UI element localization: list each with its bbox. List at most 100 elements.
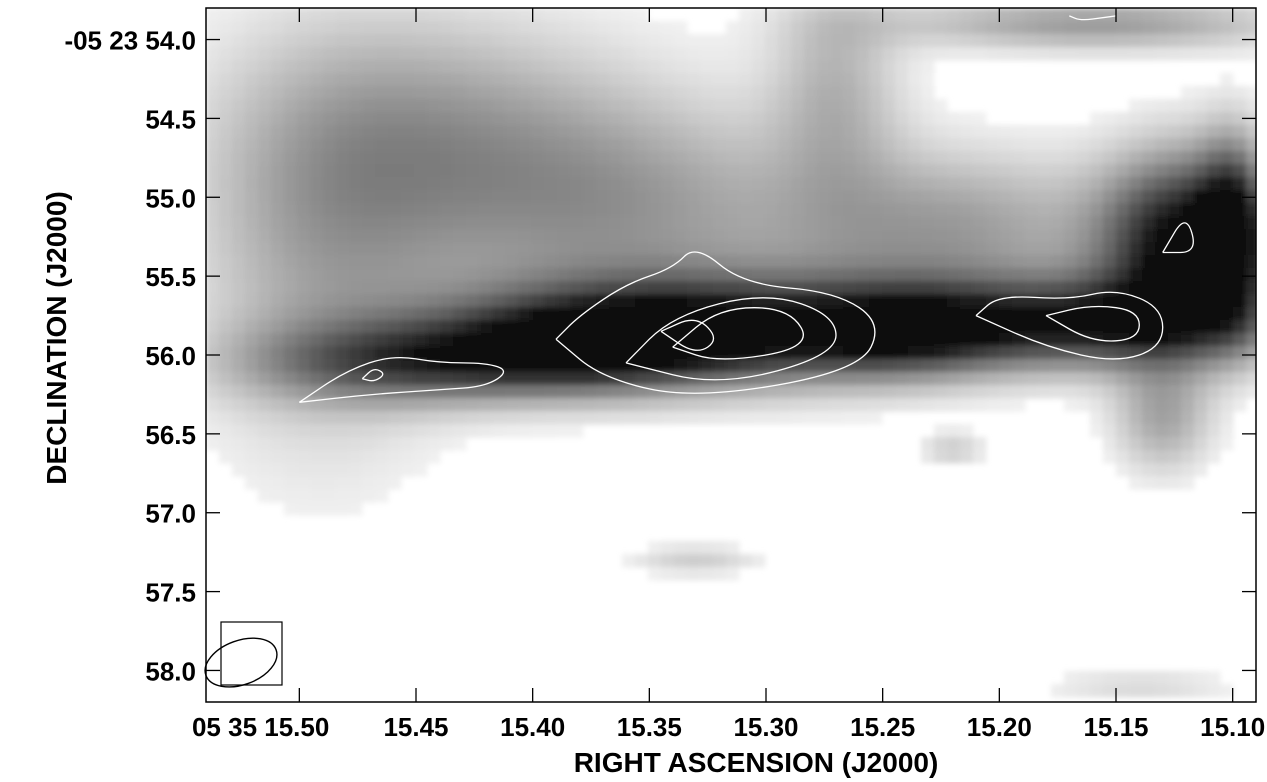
image-pixel [596, 216, 610, 230]
image-pixel [869, 242, 883, 256]
image-pixel [1220, 684, 1234, 698]
image-pixel [1077, 190, 1091, 204]
image-pixel [830, 47, 844, 61]
image-pixel [323, 203, 337, 217]
image-pixel [921, 164, 935, 178]
image-pixel [895, 86, 909, 100]
image-pixel [1181, 294, 1195, 308]
image-pixel [427, 411, 441, 425]
image-pixel [986, 333, 1000, 347]
image-pixel [531, 242, 545, 256]
image-pixel [414, 60, 428, 74]
image-pixel [492, 34, 506, 48]
image-pixel [284, 307, 298, 321]
image-pixel [843, 164, 857, 178]
image-pixel [1233, 320, 1247, 334]
image-pixel [1103, 450, 1117, 464]
image-pixel [206, 8, 220, 22]
image-pixel [1051, 294, 1065, 308]
image-pixel [544, 255, 558, 269]
image-pixel [1181, 463, 1195, 477]
image-pixel [375, 164, 389, 178]
image-pixel [1116, 47, 1130, 61]
image-pixel [206, 125, 220, 139]
image-pixel [908, 255, 922, 269]
image-pixel [518, 125, 532, 139]
image-pixel [674, 385, 688, 399]
image-pixel [921, 125, 935, 139]
image-pixel [1246, 320, 1256, 334]
image-pixel [362, 489, 376, 503]
image-pixel [895, 190, 909, 204]
image-pixel [1064, 359, 1078, 373]
image-pixel [362, 86, 376, 100]
image-pixel [817, 47, 831, 61]
image-pixel [271, 47, 285, 61]
image-pixel [1207, 294, 1221, 308]
greyscale-image [206, 8, 1256, 702]
image-pixel [1116, 177, 1130, 191]
image-pixel [388, 73, 402, 87]
image-pixel [1025, 307, 1039, 321]
image-pixel [752, 164, 766, 178]
image-pixel [830, 125, 844, 139]
image-pixel [882, 151, 896, 165]
image-pixel [1233, 125, 1247, 139]
image-pixel [687, 229, 701, 243]
image-pixel [882, 268, 896, 282]
image-pixel [492, 333, 506, 347]
image-pixel [466, 86, 480, 100]
image-pixel [427, 320, 441, 334]
image-pixel [518, 385, 532, 399]
image-pixel [648, 372, 662, 386]
image-pixel [1207, 177, 1221, 191]
image-pixel [960, 294, 974, 308]
image-pixel [908, 203, 922, 217]
image-pixel [1168, 281, 1182, 295]
image-pixel [414, 437, 428, 451]
image-pixel [1116, 671, 1130, 685]
image-pixel [791, 21, 805, 35]
image-pixel [648, 229, 662, 243]
image-pixel [1116, 216, 1130, 230]
image-pixel [752, 294, 766, 308]
image-pixel [1233, 151, 1247, 165]
image-pixel [947, 281, 961, 295]
image-pixel [1077, 346, 1091, 360]
image-pixel [1220, 177, 1234, 191]
image-pixel [895, 242, 909, 256]
image-pixel [1246, 21, 1256, 35]
image-pixel [1168, 333, 1182, 347]
image-pixel [375, 47, 389, 61]
image-pixel [258, 164, 272, 178]
image-pixel [765, 164, 779, 178]
image-pixel [570, 359, 584, 373]
image-pixel [1103, 138, 1117, 152]
image-pixel [271, 268, 285, 282]
image-pixel [349, 476, 363, 490]
image-pixel [362, 21, 376, 35]
image-pixel [388, 164, 402, 178]
image-pixel [206, 437, 220, 451]
image-pixel [700, 177, 714, 191]
image-pixel [1233, 86, 1247, 100]
image-pixel [336, 60, 350, 74]
image-pixel [1064, 268, 1078, 282]
image-pixel [1155, 307, 1169, 321]
image-pixel [778, 60, 792, 74]
image-pixel [856, 398, 870, 412]
image-pixel [219, 86, 233, 100]
image-pixel [1038, 164, 1052, 178]
image-pixel [1077, 229, 1091, 243]
image-pixel [752, 320, 766, 334]
image-pixel [856, 47, 870, 61]
image-pixel [947, 216, 961, 230]
image-pixel [557, 138, 571, 152]
image-pixel [479, 229, 493, 243]
image-pixel [388, 398, 402, 412]
image-pixel [1168, 476, 1182, 490]
image-pixel [713, 229, 727, 243]
image-pixel [596, 307, 610, 321]
image-pixel [284, 255, 298, 269]
image-pixel [453, 424, 467, 438]
